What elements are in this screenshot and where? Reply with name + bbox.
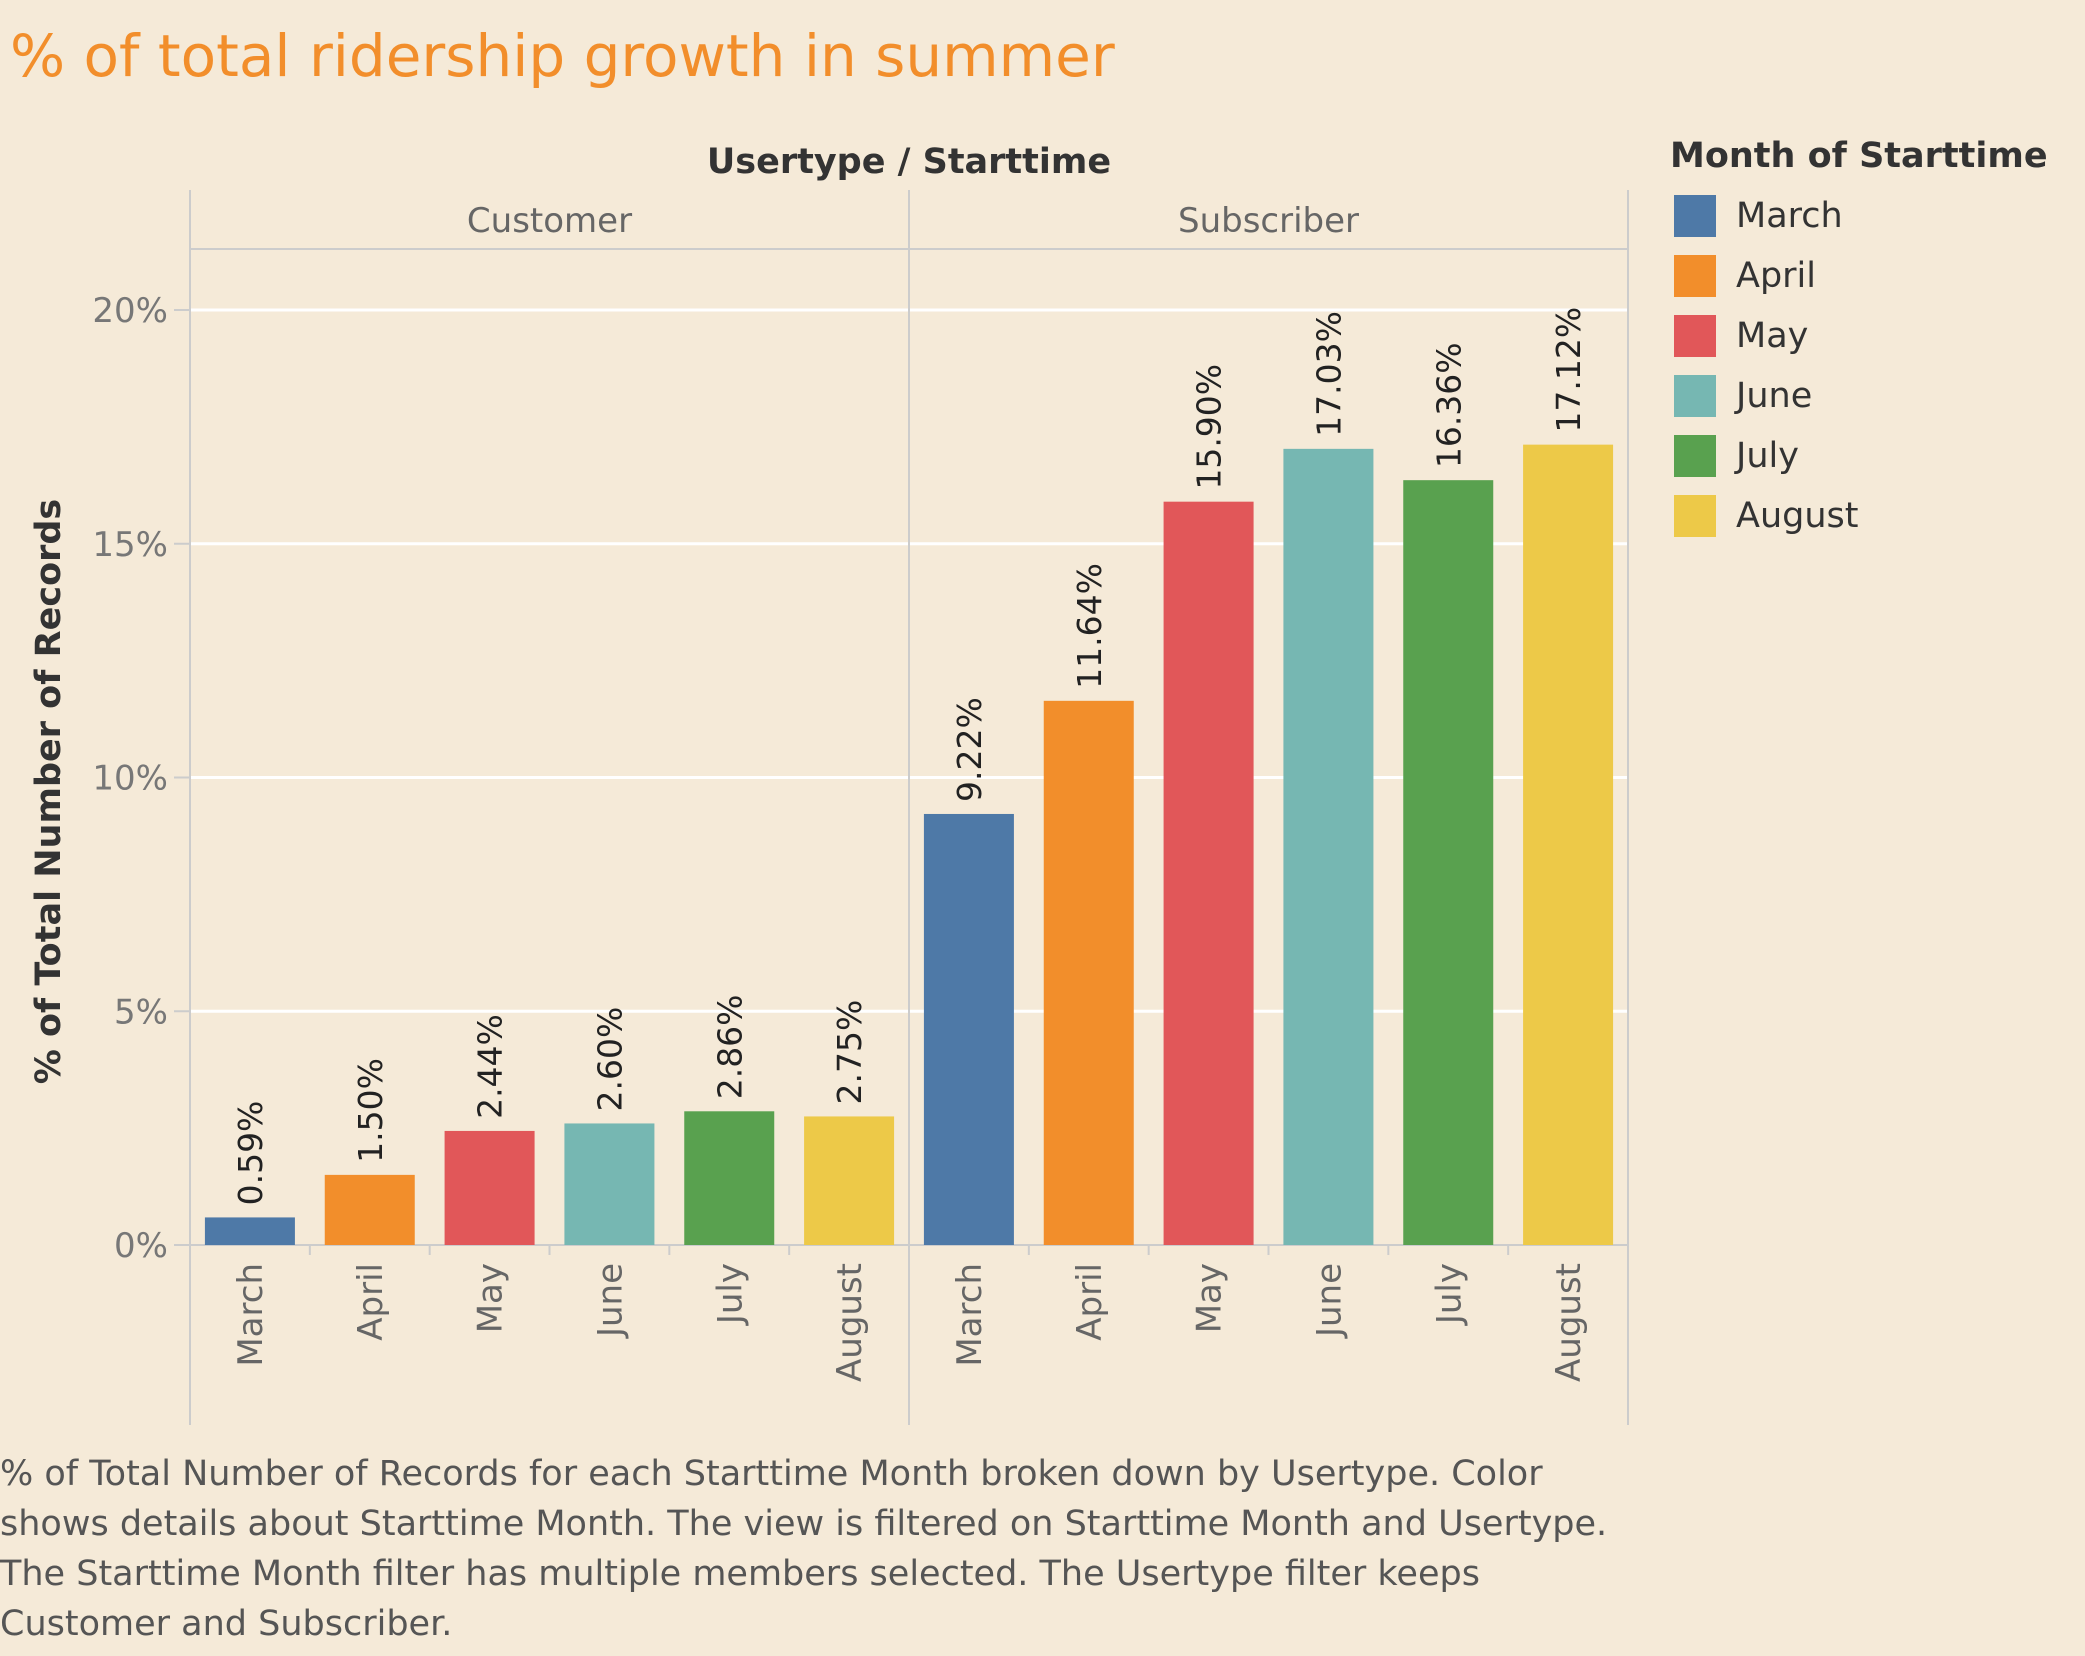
x-tick-label: April bbox=[351, 1263, 391, 1341]
legend-label: July bbox=[1736, 436, 1799, 476]
legend: Month of Starttime March April May June … bbox=[1670, 136, 2048, 546]
legend-label: May bbox=[1736, 316, 1809, 356]
x-tick-label: May bbox=[471, 1263, 511, 1333]
y-axis-label: % of Total Number of Records bbox=[29, 499, 69, 1085]
bar-customer-august bbox=[804, 1116, 895, 1245]
data-label: 16.36% bbox=[1429, 342, 1468, 468]
legend-swatch-april bbox=[1674, 255, 1716, 297]
legend-label: June bbox=[1736, 376, 1813, 416]
legend-title: Month of Starttime bbox=[1670, 136, 2048, 176]
bar-subscriber-april bbox=[1043, 700, 1134, 1245]
bar-subscriber-july bbox=[1403, 480, 1494, 1245]
data-label: 0.59% bbox=[231, 1101, 270, 1206]
legend-item-july[interactable]: July bbox=[1670, 426, 2048, 486]
legend-item-march[interactable]: March bbox=[1670, 186, 2048, 246]
data-label: 9.22% bbox=[950, 697, 989, 802]
data-label: 2.75% bbox=[830, 1000, 869, 1105]
data-label: 2.44% bbox=[471, 1014, 510, 1119]
x-tick-label: April bbox=[1070, 1263, 1110, 1341]
legend-label: March bbox=[1736, 196, 1843, 236]
legend-label: August bbox=[1736, 496, 1859, 536]
bar-subscriber-may bbox=[1163, 501, 1254, 1245]
y-tick-label: 5% bbox=[114, 992, 168, 1032]
data-label: 11.64% bbox=[1070, 563, 1109, 689]
chart-area: 0% 5% 10% 15% 20% Usertype / Starttime % of To… bbox=[29, 142, 1629, 1425]
x-tick-label: May bbox=[1190, 1263, 1230, 1333]
legend-swatch-march bbox=[1674, 195, 1716, 237]
panel-header-customer: Customer bbox=[467, 201, 632, 241]
x-tick-label: August bbox=[830, 1263, 870, 1382]
legend-item-may[interactable]: May bbox=[1670, 306, 2048, 366]
y-tick-label: 0% bbox=[114, 1226, 168, 1266]
legend-swatch-july bbox=[1674, 435, 1716, 477]
bar-subscriber-march bbox=[923, 813, 1014, 1245]
legend-swatch-june bbox=[1674, 375, 1716, 417]
data-label: 2.86% bbox=[710, 994, 749, 1099]
x-tick-label: July bbox=[710, 1263, 750, 1326]
bar-customer-march bbox=[204, 1217, 295, 1245]
x-tick-label: March bbox=[950, 1263, 990, 1367]
x-tick-label: June bbox=[590, 1263, 630, 1339]
data-label: 17.03% bbox=[1309, 311, 1348, 437]
legend-swatch-may bbox=[1674, 315, 1716, 357]
legend-item-june[interactable]: June bbox=[1670, 366, 2048, 426]
x-tick-label: June bbox=[1309, 1263, 1349, 1339]
bar-customer-july bbox=[684, 1111, 775, 1245]
x-tick-label: March bbox=[231, 1263, 271, 1367]
bar-customer-may bbox=[444, 1130, 535, 1245]
panel-header-subscriber: Subscriber bbox=[1178, 201, 1359, 241]
chart-title: % of total ridership growth in summer bbox=[10, 22, 1115, 90]
data-label: 2.60% bbox=[590, 1007, 629, 1112]
chart-caption: % of Total Number of Records for each St… bbox=[0, 1454, 1608, 1644]
legend-item-august[interactable]: August bbox=[1670, 486, 2048, 546]
data-label: 1.50% bbox=[351, 1058, 390, 1163]
legend-label: April bbox=[1736, 256, 1816, 296]
bar-customer-april bbox=[324, 1174, 415, 1245]
bar-subscriber-august bbox=[1523, 444, 1614, 1245]
data-label: 17.12% bbox=[1549, 307, 1588, 433]
y-tick-label: 20% bbox=[92, 291, 168, 331]
column-header: Usertype / Starttime bbox=[707, 142, 1111, 182]
x-tick-label: August bbox=[1549, 1263, 1589, 1382]
legend-swatch-august bbox=[1674, 495, 1716, 537]
bar-customer-june bbox=[564, 1123, 655, 1245]
data-label: 15.90% bbox=[1190, 364, 1229, 490]
legend-item-april[interactable]: April bbox=[1670, 246, 2048, 306]
bar-subscriber-june bbox=[1283, 448, 1374, 1245]
y-tick-label: 10% bbox=[92, 759, 168, 799]
x-tick-label: July bbox=[1429, 1263, 1469, 1326]
y-tick-label: 15% bbox=[92, 525, 168, 565]
